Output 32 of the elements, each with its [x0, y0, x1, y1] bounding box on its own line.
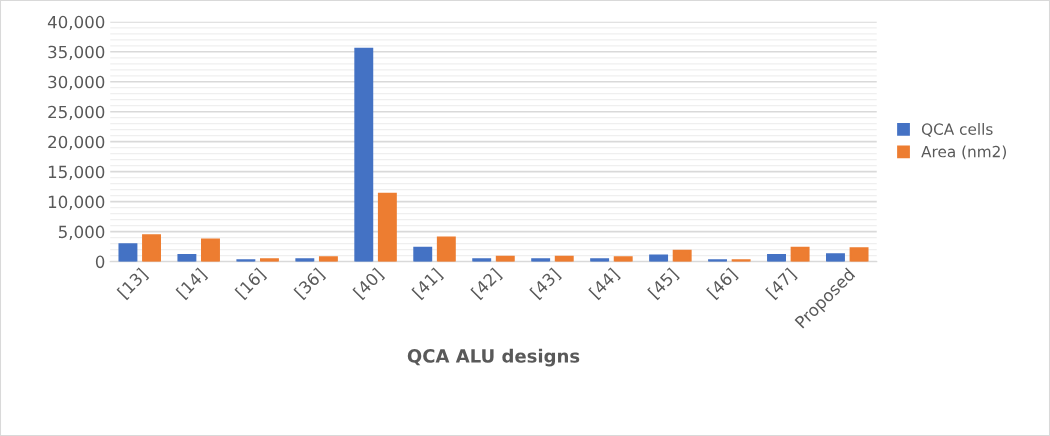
bar	[590, 258, 610, 262]
y-tick-label: 30,000	[48, 75, 105, 91]
x-axis-title: QCA ALU designs	[407, 348, 580, 367]
y-tick-label: 5,000	[58, 225, 105, 240]
bar	[413, 246, 433, 262]
y-tick-label: 10,000	[48, 195, 105, 210]
y-tick-label: 20,000	[48, 135, 105, 150]
bar	[259, 258, 279, 262]
legend-label: QCA cells	[921, 123, 993, 137]
bar	[377, 192, 397, 262]
bar	[118, 243, 138, 262]
bar	[849, 247, 869, 262]
bar	[295, 258, 315, 262]
bar	[142, 234, 161, 262]
bar	[613, 256, 633, 262]
y-tick-label: 35,000	[48, 45, 105, 61]
bar	[472, 258, 492, 262]
bar	[826, 253, 845, 262]
y-tick-label: 25,000	[48, 105, 105, 120]
bar	[531, 258, 551, 262]
legend-label: Area (nm2)	[921, 145, 1006, 160]
bar	[436, 236, 456, 262]
bar	[767, 253, 786, 262]
bar	[201, 238, 220, 262]
bar	[318, 256, 338, 262]
bar	[354, 47, 374, 262]
bar	[177, 253, 197, 262]
y-tick-label: 0	[95, 255, 105, 269]
y-tick-label: 15,000	[48, 165, 105, 180]
bar	[672, 249, 692, 262]
y-tick-label: 40,000	[47, 15, 105, 31]
bar	[790, 246, 810, 262]
